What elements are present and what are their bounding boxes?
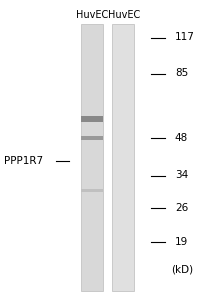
Bar <box>81 136 103 140</box>
Bar <box>81 24 103 291</box>
Text: (kD): (kD) <box>171 265 193 275</box>
Text: 19: 19 <box>175 236 188 247</box>
Text: 26: 26 <box>175 203 188 214</box>
Bar <box>81 189 103 192</box>
Text: PPP1R7: PPP1R7 <box>4 155 43 166</box>
Text: 117: 117 <box>175 32 195 43</box>
Text: 48: 48 <box>175 133 188 143</box>
Text: HuvEC: HuvEC <box>108 10 140 20</box>
Text: 85: 85 <box>175 68 188 79</box>
Text: 34: 34 <box>175 170 188 181</box>
Bar <box>81 116 103 122</box>
Bar <box>112 24 134 291</box>
Text: HuvEC: HuvEC <box>76 10 108 20</box>
